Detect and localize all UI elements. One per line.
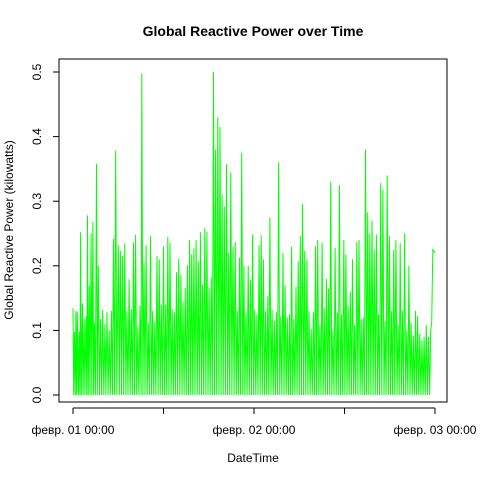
y-tick-label-3: 0.3 xyxy=(30,193,44,210)
y-tick-label-2: 0.2 xyxy=(30,257,44,274)
chart-title: Global Reactive Power over Time xyxy=(143,23,364,39)
x-axis: февр. 01 00:00 февр. 02 00:00 февр. 03 00:… xyxy=(32,407,477,437)
x-tick-label-0: февр. 01 00:00 xyxy=(32,423,115,437)
y-tick-label-5: 0.5 xyxy=(30,63,44,80)
x-axis-label: DateTime xyxy=(227,451,279,465)
y-tick-label-0: 0.0 xyxy=(30,386,44,403)
y-tick-label-4: 0.4 xyxy=(30,128,44,145)
x-tick-label-2: февр. 03 00:00 xyxy=(394,423,477,437)
y-tick-label-1: 0.1 xyxy=(30,322,44,339)
series-layer xyxy=(72,71,436,396)
y-axis: 0.0 0.1 0.2 0.3 0.4 0.5 xyxy=(30,63,60,403)
x-tick-label-1: февр. 02 00:00 xyxy=(213,423,296,437)
series-line-0 xyxy=(72,71,436,396)
y-axis-label: Global Reactive Power (kilowatts) xyxy=(2,140,16,319)
